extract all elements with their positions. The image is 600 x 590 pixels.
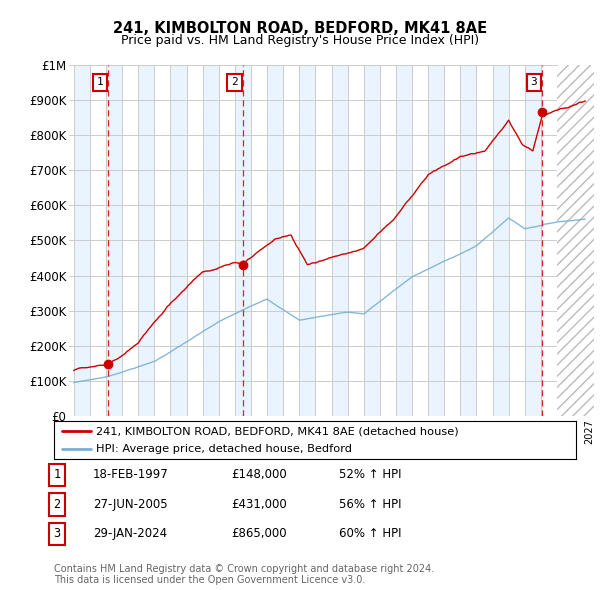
Text: £148,000: £148,000 [231,468,287,481]
Bar [299,65,316,416]
Text: 2: 2 [53,498,61,511]
Bar [396,65,412,416]
Text: £865,000: £865,000 [231,527,287,540]
Bar [74,65,90,416]
Text: 29-JAN-2024: 29-JAN-2024 [93,527,167,540]
Text: 3: 3 [53,527,61,540]
Text: 3: 3 [531,77,538,87]
Bar [525,65,541,416]
Bar [203,65,219,416]
Bar [138,65,154,416]
Text: Contains HM Land Registry data © Crown copyright and database right 2024.
This d: Contains HM Land Registry data © Crown c… [54,563,434,585]
Bar [428,65,444,416]
Text: 18-FEB-1997: 18-FEB-1997 [93,468,169,481]
Text: HPI: Average price, detached house, Bedford: HPI: Average price, detached house, Bedf… [96,444,352,454]
Text: 60% ↑ HPI: 60% ↑ HPI [339,527,401,540]
Bar [493,65,509,416]
Bar [331,65,347,416]
Bar [589,65,600,416]
Bar [460,65,476,416]
Text: 241, KIMBOLTON ROAD, BEDFORD, MK41 8AE: 241, KIMBOLTON ROAD, BEDFORD, MK41 8AE [113,21,487,35]
Bar [557,65,594,416]
Bar [364,65,380,416]
Bar [106,65,122,416]
Text: 2: 2 [232,77,238,87]
Bar [557,65,573,416]
Text: 1: 1 [97,77,103,87]
Text: 241, KIMBOLTON ROAD, BEDFORD, MK41 8AE (detached house): 241, KIMBOLTON ROAD, BEDFORD, MK41 8AE (… [96,426,458,436]
Text: 1: 1 [53,468,61,481]
Text: 56% ↑ HPI: 56% ↑ HPI [339,498,401,511]
Text: 27-JUN-2005: 27-JUN-2005 [93,498,167,511]
Bar [267,65,283,416]
Text: £431,000: £431,000 [231,498,287,511]
Bar [170,65,187,416]
Text: 52% ↑ HPI: 52% ↑ HPI [339,468,401,481]
Text: Price paid vs. HM Land Registry's House Price Index (HPI): Price paid vs. HM Land Registry's House … [121,34,479,47]
Bar [235,65,251,416]
Bar [557,65,594,416]
